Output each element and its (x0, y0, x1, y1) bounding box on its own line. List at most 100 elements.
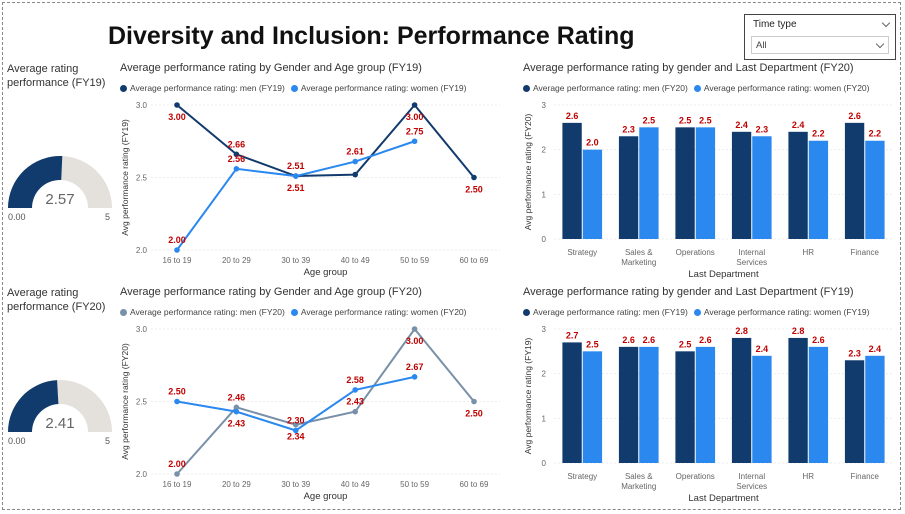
bar[interactable] (788, 131, 808, 239)
legend-item-men[interactable]: Average performance rating: men (FY20) (523, 83, 688, 93)
data-point[interactable] (411, 138, 418, 145)
time-type-slicer[interactable]: Time type All (744, 14, 896, 60)
bar-chart-dept-fy20: 0 1 2 3 2.6 2.0 Strategy 2.3 2.5 Sales &Marketing… (523, 101, 893, 280)
data-point[interactable] (293, 427, 299, 434)
bar[interactable] (752, 355, 772, 463)
x-tick-label: Services (736, 258, 767, 267)
data-point[interactable] (293, 421, 299, 428)
data-point[interactable] (174, 247, 180, 253)
x-tick-label: Strategy (567, 248, 597, 257)
data-point[interactable] (174, 398, 180, 405)
bar[interactable] (695, 127, 716, 239)
data-label: 2.7 (566, 330, 579, 340)
y-tick-label: 3 (542, 101, 547, 110)
bar[interactable] (675, 127, 695, 239)
y-tick-label: 3 (542, 325, 547, 334)
data-point[interactable] (174, 102, 180, 108)
bar[interactable] (788, 337, 808, 463)
data-label: 2.4 (756, 344, 769, 354)
chart-title-age-fy20: Average performance rating by Gender and… (120, 286, 422, 298)
bar[interactable] (618, 346, 639, 463)
data-label: 2.50 (465, 185, 483, 195)
data-label: 2.8 (735, 326, 748, 336)
data-point[interactable] (352, 158, 358, 165)
legend-dept-fy20[interactable]: Average performance rating: men (FY20) A… (523, 83, 875, 93)
data-point[interactable] (233, 166, 240, 172)
data-point[interactable] (233, 408, 240, 415)
data-point[interactable] (411, 326, 418, 332)
legend-item-women[interactable]: Average performance rating: women (FY19) (693, 307, 869, 317)
slicer-dropdown[interactable]: All (751, 36, 889, 54)
y-tick-label: 2.0 (136, 470, 148, 479)
legend-age-fy20[interactable]: Average performance rating: men (FY20) A… (120, 307, 472, 317)
data-point[interactable] (293, 173, 299, 179)
data-point[interactable] (471, 174, 477, 181)
bar[interactable] (639, 127, 659, 239)
y-tick-label: 3.0 (136, 325, 148, 334)
bar[interactable] (844, 360, 865, 463)
x-tick-label: Strategy (567, 472, 597, 481)
line-chart-age-fy19: 2.0 2.5 3.0 16 to 19 20 to 29 30 to 39 40 to 4… (120, 101, 500, 278)
bar[interactable] (582, 351, 603, 463)
legend-dot (523, 308, 530, 316)
legend-item-men[interactable]: Average performance rating: men (FY20) (120, 307, 285, 317)
legend-item-men[interactable]: Average performance rating: men (FY19) (523, 307, 688, 317)
bar[interactable] (731, 131, 752, 239)
legend-item-women[interactable]: Average performance rating: women (FY20) (290, 307, 466, 317)
data-point[interactable] (352, 387, 358, 393)
bar[interactable] (844, 122, 865, 239)
legend-item-women[interactable]: Average performance rating: women (FY19) (290, 83, 466, 93)
legend-item-men[interactable]: Average performance rating: men (FY19) (120, 83, 285, 93)
data-point[interactable] (471, 398, 477, 405)
legend-label: Average performance rating: men (FY19) (533, 307, 688, 317)
bar[interactable] (865, 355, 885, 463)
data-point[interactable] (352, 408, 358, 415)
bar[interactable] (618, 136, 639, 239)
bar[interactable] (808, 346, 829, 463)
data-label: 2.4 (869, 344, 882, 354)
gauge-min: 0.00 (8, 436, 26, 446)
data-point[interactable] (174, 471, 180, 477)
x-tick-label: Operations (676, 472, 715, 481)
bar[interactable] (808, 140, 829, 239)
legend-label: Average performance rating: men (FY20) (533, 83, 688, 93)
x-tick-label: 40 to 49 (341, 480, 370, 489)
bar[interactable] (562, 342, 582, 463)
gauge-max: 5 (105, 436, 110, 446)
chevron-down-icon[interactable] (875, 39, 885, 49)
chevron-down-icon[interactable] (881, 18, 891, 28)
y-tick-label: 2 (542, 370, 547, 379)
bar[interactable] (865, 140, 885, 239)
legend-dot (120, 84, 127, 92)
bar[interactable] (695, 346, 716, 463)
data-point[interactable] (411, 374, 418, 380)
data-point[interactable] (233, 404, 240, 411)
legend-label: Average performance rating: men (FY20) (130, 307, 285, 317)
bar[interactable] (731, 337, 752, 463)
x-tick-label: HR (802, 472, 814, 481)
y-axis-title: Avg performance rating (FY19) (120, 119, 130, 236)
legend-age-fy19[interactable]: Average performance rating: men (FY19) A… (120, 83, 472, 93)
bar[interactable] (675, 351, 695, 463)
bar[interactable] (752, 136, 772, 239)
data-label: 2.3 (622, 124, 635, 134)
gauge-value: 2.41 (45, 415, 74, 432)
bar[interactable] (582, 149, 603, 239)
y-tick-label: 0 (542, 459, 547, 468)
slicer-label: Time type (753, 19, 797, 30)
legend-dept-fy19[interactable]: Average performance rating: men (FY19) A… (523, 307, 875, 317)
x-tick-label: 50 to 59 (400, 256, 429, 265)
x-tick-label: 20 to 29 (222, 256, 251, 265)
data-label: 2.75 (406, 126, 424, 136)
data-point[interactable] (233, 151, 240, 158)
legend-item-women[interactable]: Average performance rating: women (FY20) (693, 83, 869, 93)
data-point[interactable] (352, 171, 358, 178)
x-tick-label: 30 to 39 (281, 480, 310, 489)
x-axis-title: Age group (304, 491, 348, 502)
data-point[interactable] (411, 102, 418, 108)
data-label: 2.50 (465, 409, 483, 419)
bar[interactable] (562, 122, 582, 239)
bar[interactable] (639, 346, 659, 463)
y-tick-label: 3.0 (136, 101, 148, 110)
